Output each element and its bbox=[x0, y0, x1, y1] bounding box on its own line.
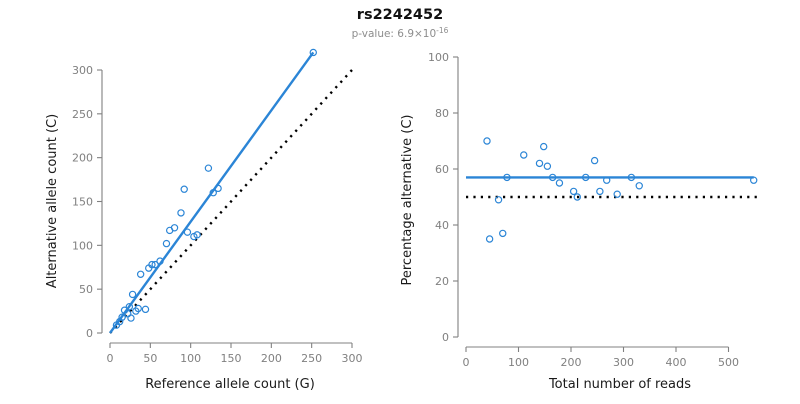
left-x-tick-label: 250 bbox=[301, 352, 322, 365]
left-fit-line bbox=[109, 51, 315, 334]
left-x-tick-label: 50 bbox=[143, 352, 157, 365]
right-y-tick-label: 20 bbox=[435, 275, 449, 288]
left-y-tick-label: 50 bbox=[79, 283, 93, 296]
left-data-point bbox=[180, 185, 188, 193]
left-y-tick-label: 0 bbox=[86, 327, 93, 340]
right-data-point bbox=[635, 182, 643, 190]
left-data-point bbox=[183, 228, 192, 236]
right-data-point bbox=[540, 142, 548, 151]
right-panel-axes: 0 20 40 60 80 100 0 100 200 300 400 500 bbox=[428, 51, 739, 369]
left-y-tick-label: 100 bbox=[72, 239, 93, 252]
left-data-point bbox=[127, 314, 135, 322]
right-x-tick-label: 500 bbox=[718, 356, 739, 369]
right-y-tick-label: 40 bbox=[435, 219, 449, 232]
right-data-point bbox=[503, 173, 511, 182]
left-y-tick-label: 150 bbox=[72, 196, 93, 209]
right-x-axis-label: Total number of reads bbox=[548, 377, 691, 392]
left-data-point bbox=[125, 303, 134, 311]
right-data-point bbox=[494, 196, 503, 204]
right-y-tick-label: 80 bbox=[435, 107, 449, 120]
right-x-tick-label: 0 bbox=[463, 356, 470, 369]
left-panel: 0 50 100 150 200 250 300 0 50 100 150 200 250 300 Ref… bbox=[45, 48, 363, 392]
right-data-point bbox=[590, 156, 599, 165]
right-x-tick-label: 200 bbox=[561, 356, 582, 369]
right-data-point bbox=[613, 190, 621, 198]
right-data-point bbox=[499, 229, 507, 238]
right-y-tick-label: 60 bbox=[435, 163, 449, 176]
left-data-point bbox=[151, 260, 159, 269]
right-data-point bbox=[543, 162, 552, 170]
right-data-point bbox=[569, 187, 578, 196]
right-panel: 0 20 40 60 80 100 0 100 200 300 400 500 Total numbe… bbox=[400, 51, 760, 392]
left-data-point bbox=[148, 260, 156, 269]
right-y-tick-label: 100 bbox=[428, 51, 449, 64]
figure-subtitle: p-value: 6.9×10-16 bbox=[352, 26, 449, 40]
subtitle-prefix: p-value: 6.9×10 bbox=[352, 28, 437, 40]
right-data-point bbox=[627, 173, 636, 182]
right-data-point bbox=[603, 176, 611, 184]
right-data-point bbox=[485, 235, 494, 243]
right-y-tick-label: 0 bbox=[442, 331, 449, 344]
left-data-point bbox=[214, 184, 222, 193]
right-data-point bbox=[555, 179, 564, 187]
left-data-point bbox=[177, 209, 185, 217]
left-data-point bbox=[204, 164, 213, 172]
right-x-tick-label: 100 bbox=[508, 356, 529, 369]
right-data-point bbox=[596, 187, 604, 196]
left-data-point bbox=[309, 48, 317, 57]
left-panel-axes: 0 50 100 150 200 250 300 0 50 100 150 200 250 300 bbox=[72, 64, 363, 365]
right-panel-points bbox=[483, 137, 758, 243]
left-x-tick-label: 300 bbox=[342, 352, 363, 365]
left-x-tick-label: 200 bbox=[261, 352, 282, 365]
left-data-point bbox=[156, 257, 164, 265]
left-y-tick-label: 200 bbox=[72, 152, 93, 165]
left-data-point bbox=[170, 224, 179, 232]
right-data-point bbox=[520, 151, 528, 159]
right-data-point bbox=[535, 159, 544, 168]
left-reference-line bbox=[109, 69, 353, 334]
left-y-tick-label: 300 bbox=[72, 64, 93, 77]
left-data-point bbox=[118, 313, 126, 321]
left-data-point bbox=[193, 231, 201, 239]
left-panel-lines bbox=[109, 51, 353, 334]
left-data-point bbox=[128, 290, 137, 299]
right-data-point bbox=[582, 173, 590, 182]
right-data-point bbox=[483, 137, 491, 145]
subtitle-exponent: -16 bbox=[436, 26, 448, 35]
right-data-point bbox=[548, 173, 557, 182]
left-panel-points bbox=[112, 48, 317, 329]
left-x-tick-label: 150 bbox=[221, 352, 242, 365]
figure-title: rs2242452 bbox=[357, 7, 443, 23]
left-data-point bbox=[209, 189, 217, 197]
left-x-tick-label: 0 bbox=[107, 352, 114, 365]
right-x-tick-label: 300 bbox=[613, 356, 634, 369]
left-y-axis-label: Alternative allele count (C) bbox=[45, 114, 60, 288]
left-data-point bbox=[141, 305, 150, 314]
right-data-point bbox=[573, 193, 582, 201]
left-data-point bbox=[162, 239, 171, 248]
right-panel-lines bbox=[466, 176, 760, 199]
right-y-axis-label: Percentage alternative (C) bbox=[400, 114, 415, 285]
left-x-axis-label: Reference allele count (G) bbox=[145, 377, 315, 392]
right-x-tick-label: 400 bbox=[666, 356, 687, 369]
right-data-point bbox=[750, 176, 758, 184]
left-data-point bbox=[134, 304, 142, 313]
left-y-tick-label: 250 bbox=[72, 108, 93, 121]
left-x-tick-label: 100 bbox=[180, 352, 201, 365]
left-data-point bbox=[136, 270, 145, 278]
